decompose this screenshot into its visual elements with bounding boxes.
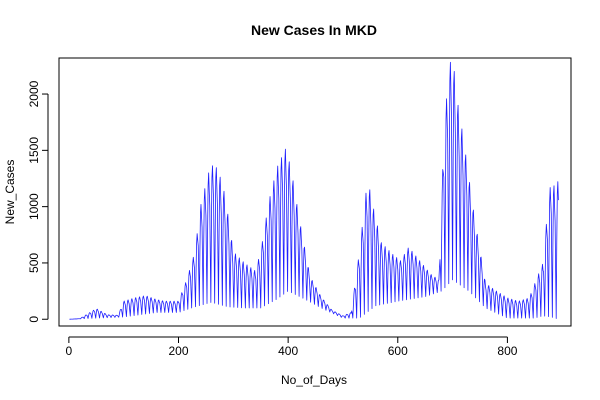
plot-area [69,61,559,320]
x-tick-label: 600 [388,344,408,358]
chart-title: New Cases In MKD [251,22,377,38]
x-axis: 0 200 400 600 800 [66,336,518,358]
y-tick-label: 0 [27,316,41,323]
y-axis-label: New_Cases [3,160,17,225]
y-tick-label: 1000 [27,193,41,220]
y-tick-label: 500 [27,253,41,273]
y-tick-label: 2000 [27,80,41,107]
x-tick-label: 0 [66,344,73,358]
x-tick-label: 400 [278,344,298,358]
x-tick-label: 200 [168,344,188,358]
y-axis: 0 500 1000 1500 2000 [27,80,49,323]
y-tick-label: 1500 [27,137,41,164]
series-line-0 [69,61,559,320]
x-tick-label: 800 [497,344,517,358]
plot-frame [58,57,572,327]
x-axis-label: No_of_Days [281,373,347,387]
